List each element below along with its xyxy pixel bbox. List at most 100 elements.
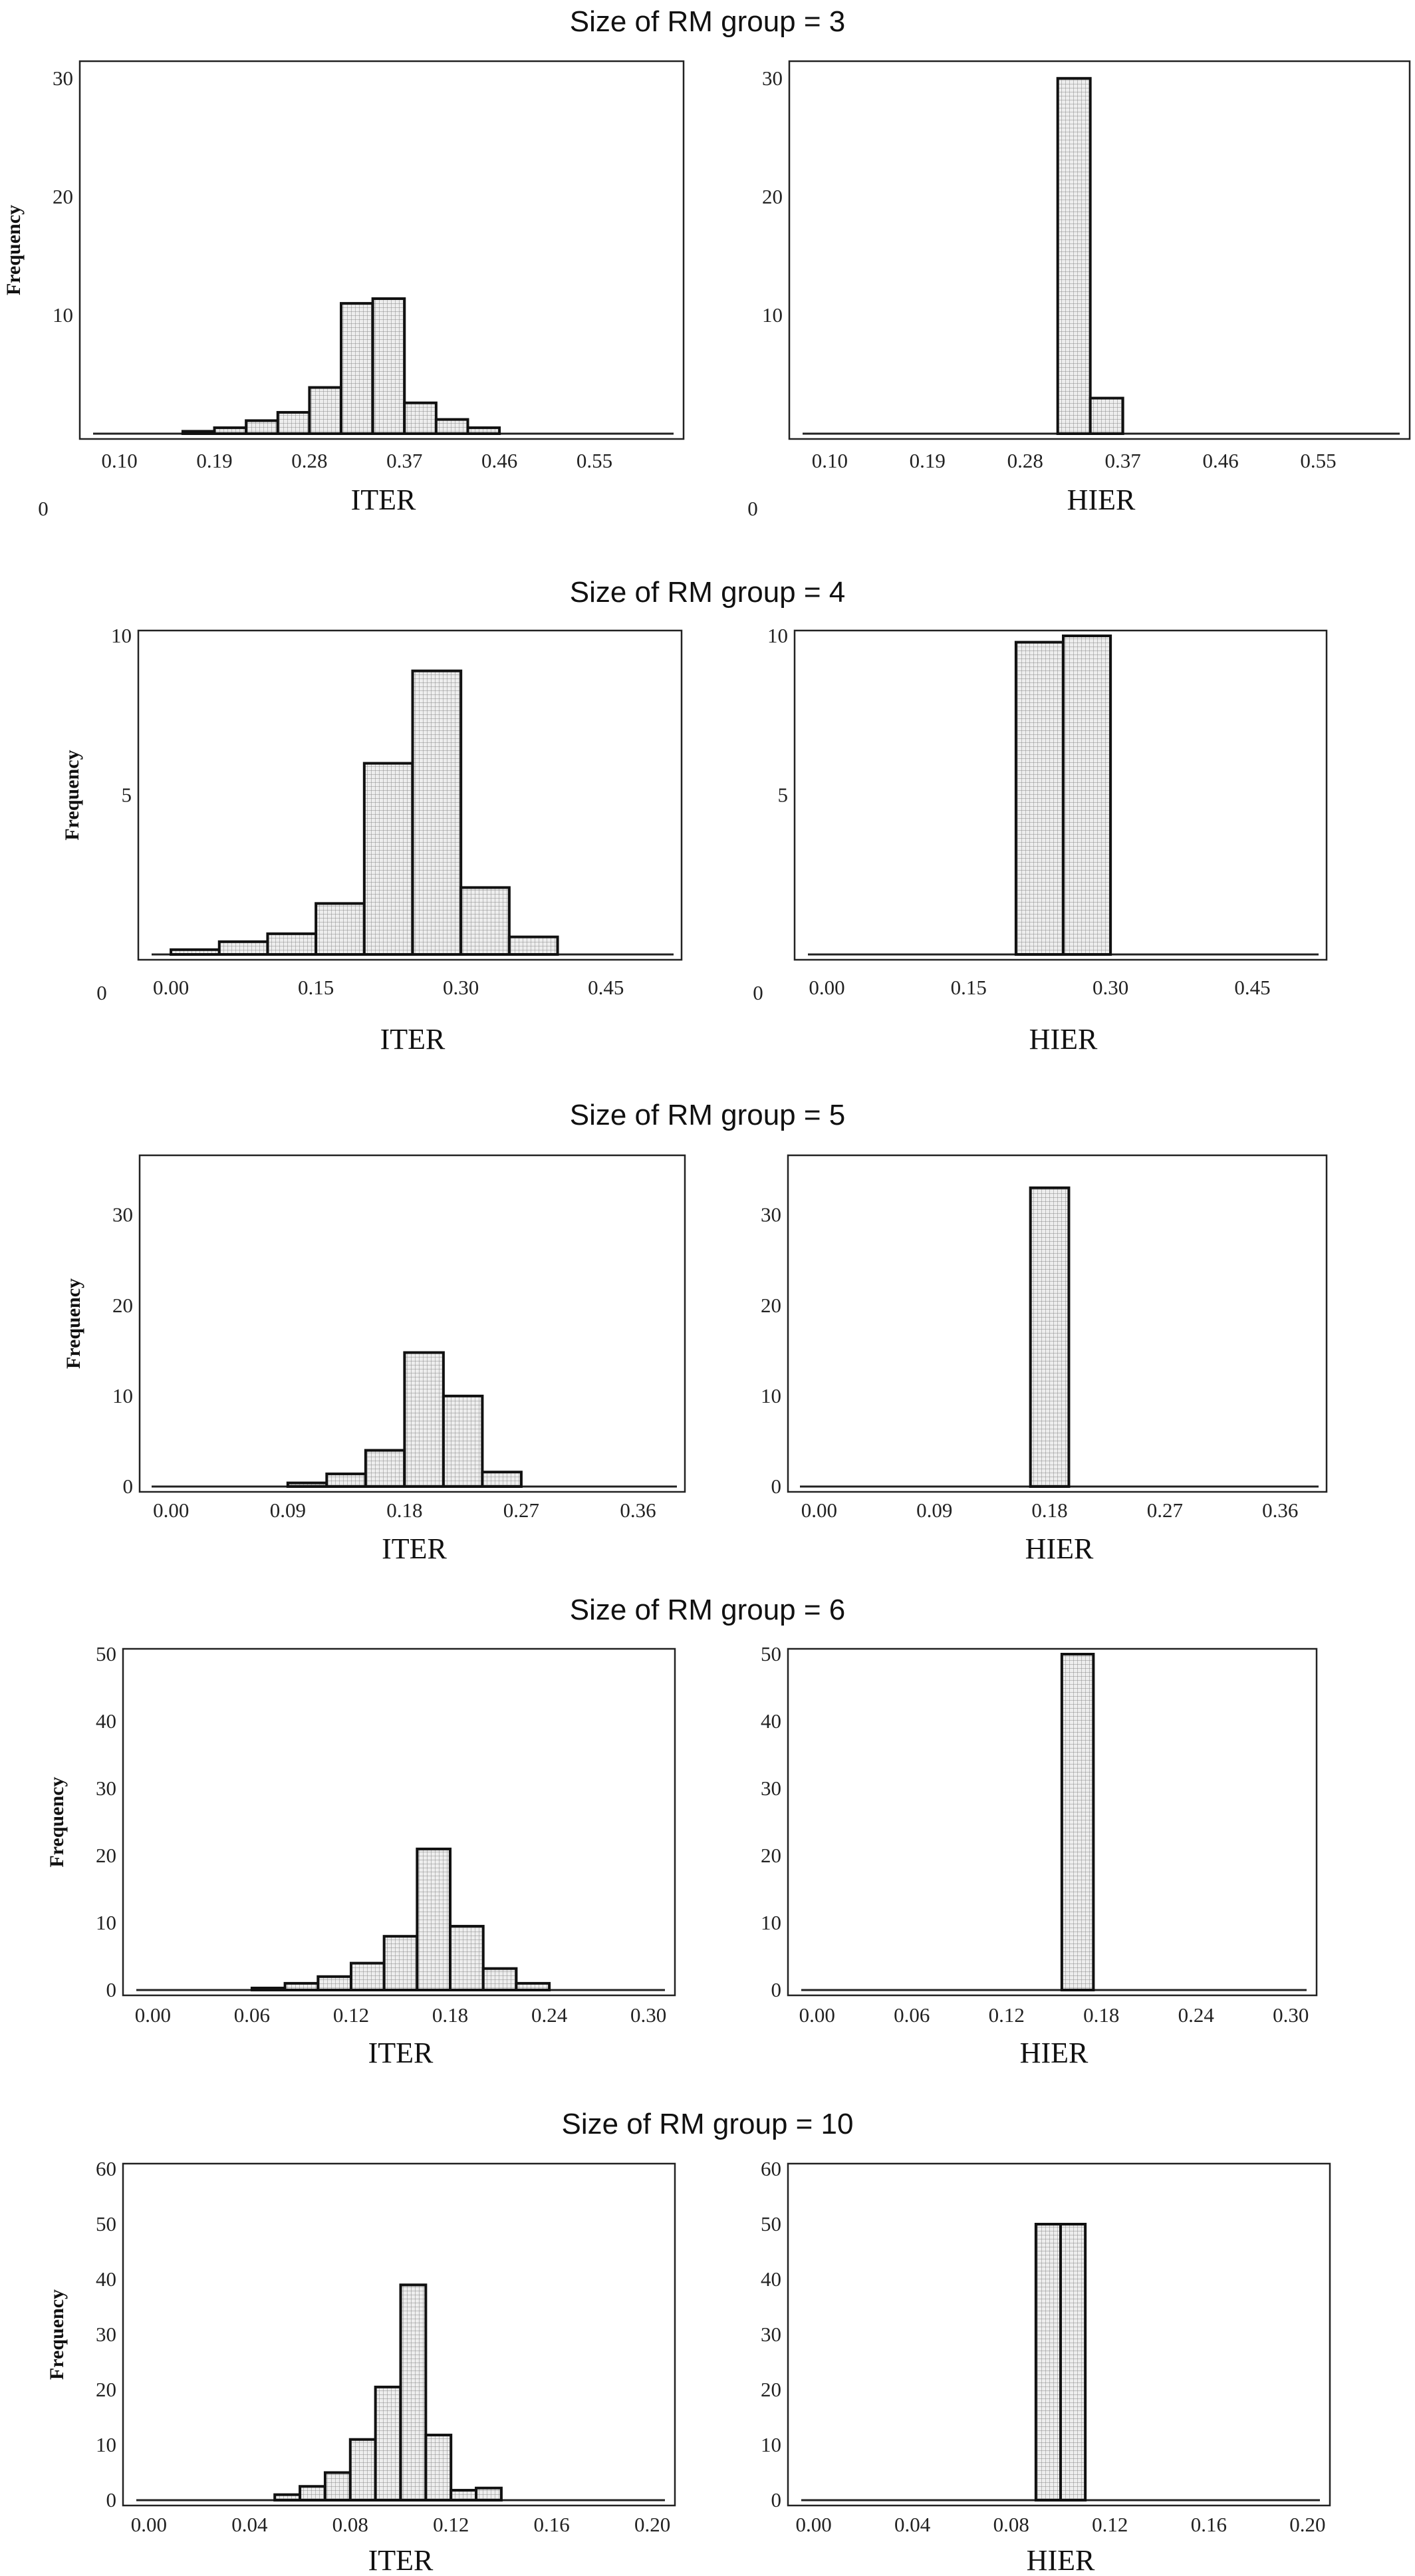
chart-group-4: Size of RM group = 6 0.00 0.06 0.12 0.18 0.24… [46,1594,1318,2069]
x-tick-label: 0.18 [386,1499,422,1522]
x-tick-label: 0.06 [234,2003,270,2027]
y-tick-label: 30 [761,1203,781,1226]
x-tick-label: 0.09 [270,1499,306,1522]
histogram-bar [507,935,559,956]
y-axis-label: Frequency [61,750,83,840]
x-tick-label: 0.45 [1234,976,1270,999]
y-tick-label: 20 [761,1844,781,1867]
x-axis-label: ITER [368,2037,434,2069]
y-tick-label: 20 [112,1294,133,1317]
chart-group-1: Size of RM group = 3 0.10 0.19 0.28 0.37 0.46… [3,5,1411,520]
y-tick-label: 0 [771,1475,782,1498]
x-tick-label: 0.00 [153,1499,189,1522]
histogram-bar [362,762,414,956]
x-tick-label: 0.20 [1289,2513,1325,2536]
histogram-bar [403,1351,445,1488]
y-tick-label: 10 [112,1384,133,1407]
y-tick-label: 30 [762,67,783,90]
x-tick-label: 0.28 [1007,449,1043,472]
histogram-bar [276,410,311,435]
x-axis-label: ITER [351,484,416,516]
x-tick-label: 0.20 [634,2513,670,2536]
x-axis-label: HIER [1020,2037,1089,2069]
histogram-bar [411,669,463,956]
y-tick-label: 10 [761,1384,781,1407]
y-tick-label: 10 [96,1911,116,1934]
y-tick-label: 30 [96,1777,116,1800]
y-tick-label: 40 [96,1709,116,1733]
x-tick-label: 0.04 [231,2513,268,2536]
x-tick-label: 0.30 [630,2003,666,2027]
x-axis-label: ITER [368,2544,434,2576]
y-tick-label: 40 [761,1709,781,1733]
x-tick-label: 0.18 [1083,2003,1119,2027]
x-axis-label: HIER [1027,2544,1095,2576]
plot-frame [788,60,1411,440]
histogram-bar [1089,396,1124,435]
y-tick-label: 10 [111,624,132,647]
panel-iter-10: 0.00 0.04 0.08 0.12 0.16 0.20 0 10 20 30 40 50 60 ITE… [46,2157,676,2576]
y-tick-label: 50 [96,1642,116,1665]
x-tick-label: 0.06 [894,2003,930,2027]
histogram-bar [181,430,216,436]
x-tick-label: 0.16 [1191,2513,1227,2536]
x-tick-label: 0.08 [993,2513,1029,2536]
x-tick-label: 0.30 [443,976,479,999]
x-axis-label: ITER [382,1532,447,1565]
y-axis-label: Frequency [46,1777,68,1867]
panel-hier-3: 0.10 0.19 0.28 0.37 0.46 0.55 10 20 30 0 HIER [747,60,1411,520]
x-tick-label: 0.28 [291,449,327,472]
histogram-bar [317,1975,352,1992]
y-tick-label: 10 [53,303,73,327]
histogram-bar [340,302,374,435]
histogram-bar [315,902,366,956]
y-tick-label: 30 [761,1777,781,1800]
y-tick-label: 5 [778,784,789,807]
x-tick-label: 0.24 [1178,2003,1215,2027]
histogram-bar [308,386,343,435]
x-axis-label: HIER [1029,1023,1098,1056]
x-tick-label: 0.12 [1092,2513,1128,2536]
histogram-bar [1060,1653,1095,1991]
x-tick-label: 0.04 [894,2513,931,2536]
y-tick-label: 0 [123,1475,134,1498]
x-tick-label: 0.55 [1300,449,1336,472]
x-tick-label: 0.30 [1093,976,1128,999]
histogram-bar [374,2385,402,2502]
x-tick-label: 0.00 [131,2513,167,2536]
y-tick-label: 60 [761,2157,781,2180]
y-tick-label: 10 [762,303,783,327]
histogram-bar [1062,635,1112,956]
histogram-bar [475,2486,503,2502]
histogram-bar [466,426,501,436]
x-tick-label: 0.18 [432,2003,468,2027]
y-axis-label: Frequency [3,205,25,295]
histogram-bar [250,1986,287,1991]
group-title: Size of RM group = 6 [570,1594,846,1626]
histogram-bar [273,2493,302,2502]
y-tick-label: 5 [122,784,132,807]
x-tick-label: 0.55 [577,449,612,472]
chart-group-2: Size of RM group = 40.00 0.15 0.30 0.455100… [61,576,1328,1056]
origin-label: 0 [38,497,49,520]
y-tick-label: 20 [762,185,783,208]
x-tick-label: 0.24 [531,2003,568,2027]
histogram-bar [1029,1186,1071,1489]
y-tick-label: 10 [767,624,788,647]
x-tick-label: 0.46 [1202,449,1238,472]
y-tick-label: 20 [96,2378,116,2401]
y-tick-label: 10 [96,2433,116,2456]
histogram-bar [283,1981,320,1991]
x-tick-label: 0.15 [951,976,987,999]
histogram-bar [481,1967,518,1991]
y-tick-label: 10 [761,2433,781,2456]
x-tick-label: 0.00 [135,2003,171,2027]
origin-label: 0 [747,497,758,520]
histogram-bar [424,2434,453,2502]
group-title: Size of RM group = 4 [570,576,846,609]
y-tick-label: 20 [761,2378,781,2401]
x-tick-label: 0.08 [332,2513,368,2536]
x-tick-label: 0.45 [588,976,624,999]
histogram-bar [266,932,318,956]
